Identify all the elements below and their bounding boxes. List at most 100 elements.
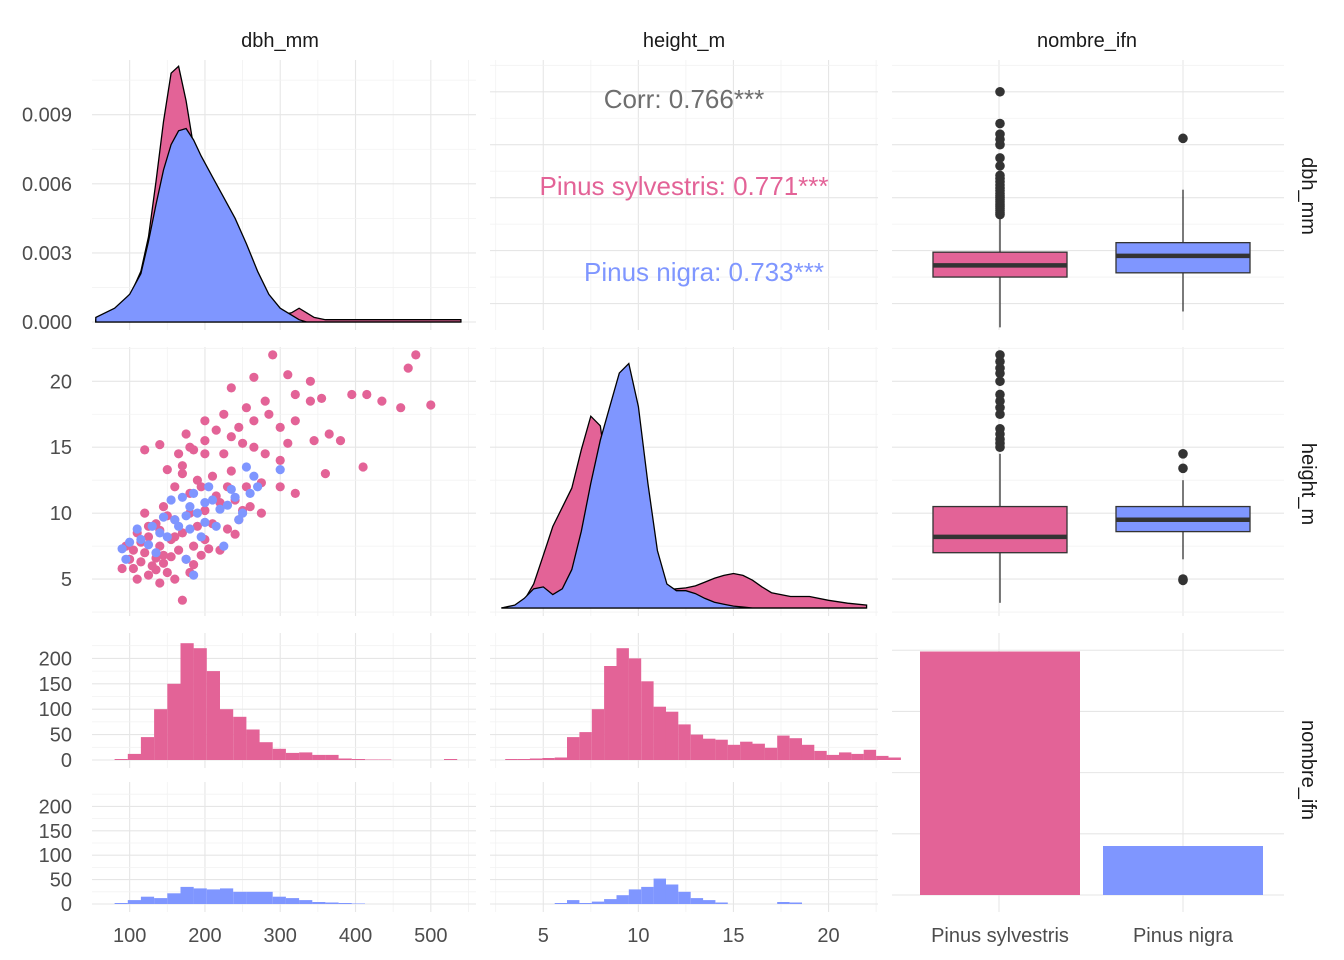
scatter-point-sylvestris-11 [140,548,150,558]
hist-dbh-bar-nigra-10 [246,891,260,904]
group-xtick-0: Pinus sylvestris [931,925,1069,947]
bar-count-sylvestris [920,651,1080,895]
height-xtick-2: 15 [722,925,744,947]
hist-height-bar-sylvestris-14 [678,724,691,760]
scatter-point-nigra-8 [185,502,195,512]
scatter-point-nigra-30 [219,541,229,551]
scatter-point-sylvestris-19 [204,544,214,554]
hist-dbh-bar-nigra-12 [272,896,286,904]
scatter-point-nigra-31 [196,532,206,542]
scatter-point-sylvestris-1 [143,570,154,580]
hist-height-bar-nigra-14 [678,891,691,904]
scatter-point-sylvestris-59 [249,416,259,426]
boxplot-height-sylvestris-outlier-8 [995,389,1005,400]
scatter-point-sylvestris-60 [264,409,274,419]
hist-lower-ytick-2: 100 [39,845,72,867]
boxplot-height-sylvestris-outlier-5 [995,409,1005,420]
hist-dbh-bar-sylvestris-8 [220,709,234,760]
hist-height-bar-nigra-17 [715,902,728,904]
scatter-point-nigra-32 [181,554,191,564]
hist-upper-ytick-4: 200 [39,648,72,670]
hist-dbh-bar-sylvestris-25 [444,759,458,760]
scatter-point-sylvestris-5 [177,595,187,605]
hist-height-bar-nigra-4 [554,903,568,904]
scatter-point-sylvestris-61 [275,422,285,432]
scatter-point-sylvestris-68 [305,396,315,406]
hist-height-bar-nigra-22 [777,902,790,904]
hist-lower-ytick-4: 200 [39,796,72,818]
scatter-point-nigra-25 [170,515,180,525]
scatter-point-sylvestris-14 [166,552,176,562]
hist-dbh-bar-nigra-14 [299,900,313,904]
scatter-point-sylvestris-87 [200,449,210,459]
scatter-point-sylvestris-43 [290,488,300,498]
density-dbh-ytick-3: 0.009 [22,105,72,127]
scatter-point-sylvestris-82 [268,350,278,360]
hist-dbh-bar-sylvestris-2 [140,737,155,760]
density-dbh-ytick-2: 0.006 [22,174,72,196]
scatter-point-sylvestris-104 [117,563,127,574]
boxplot-dbh-sylvestris-outlier-18 [995,153,1005,163]
scatter-point-nigra-13 [222,500,233,510]
scatter-point-sylvestris-103 [128,545,138,555]
hist-dbh-bar-nigra-2 [140,896,155,904]
boxplot-height-sylvestris-outlier-12 [995,356,1005,367]
hist-dbh-bar-sylvestris-20 [378,759,392,760]
hist-upper-ytick-1: 50 [50,725,72,747]
hist-height-bar-nigra-9 [616,895,629,904]
scatter-point-nigra-34 [151,548,161,558]
scatter-point-sylvestris-17 [189,541,199,551]
scatter-point-nigra-29 [121,554,131,564]
scatter-point-sylvestris-72 [396,403,406,413]
hist-dbh-bar-nigra-3 [154,898,168,904]
hist-dbh-bar-sylvestris-4 [167,683,181,760]
scatter-point-sylvestris-86 [219,449,229,459]
scatter-point-sylvestris-55 [181,429,191,439]
scatter-point-nigra-35 [234,515,244,525]
scatter-point-sylvestris-0 [170,574,180,584]
bar-count-nigra [1103,846,1263,895]
hist-height-bar-sylvestris-18 [727,744,741,760]
hist-height-bar-sylvestris-30 [876,755,889,760]
hist-dbh-bar-nigra-4 [167,893,181,904]
scatter-point-sylvestris-71 [377,396,387,406]
dbh-xtick-3: 400 [339,925,372,947]
scatter-point-sylvestris-54 [140,445,150,455]
scatter-point-nigra-36 [241,462,251,472]
hist-dbh-bar-nigra-8 [220,888,234,904]
scatter-point-sylvestris-101 [158,502,169,512]
scatter-point-sylvestris-28 [245,502,255,512]
hist-height-bar-sylvestris-8 [604,666,617,760]
scatter-point-nigra-23 [200,517,210,528]
hist-height-bar-sylvestris-28 [851,753,864,760]
boxplot-height-sylvestris-outlier-9 [995,376,1005,387]
scatter-point-sylvestris-73 [426,400,436,410]
boxplot-height-sylvestris-outlier-13 [995,350,1005,360]
scatter-point-sylvestris-46 [249,442,259,452]
hist-dbh-bar-sylvestris-0 [114,759,128,760]
hist-height-bar-sylvestris-3 [542,758,555,760]
scatter-point-sylvestris-26 [222,524,233,534]
scatter-point-sylvestris-18 [196,550,206,560]
height-xtick-3: 20 [817,925,839,947]
boxplot-height-sylvestris-outlier-4 [995,423,1005,434]
scatter-point-nigra-3 [143,540,154,550]
scatter-point-sylvestris-2 [132,574,142,584]
hist-dbh-bar-sylvestris-18 [351,759,365,760]
row-strip-group: nombre_ifn [1297,720,1319,820]
scatter-point-nigra-0 [117,544,127,554]
scatter-point-sylvestris-110 [230,529,240,539]
scatter-point-sylvestris-69 [317,393,327,403]
scatter-point-nigra-20 [166,495,176,505]
hist-height-bar-sylvestris-25 [814,750,827,760]
hist-height-bar-sylvestris-22 [777,735,790,760]
boxplot-height-nigra-outlier-1 [1178,574,1188,584]
column-strip-dbh: dbh_mm [241,30,319,52]
scatter-point-nigra-9 [192,508,202,518]
hist-dbh-bar-nigra-5 [180,886,194,904]
scatter-point-nigra-33 [189,570,199,580]
scatter-point-sylvestris-6 [155,578,165,588]
hist-height-bar-sylvestris-5 [567,737,580,760]
scatter-point-sylvestris-66 [358,462,368,472]
